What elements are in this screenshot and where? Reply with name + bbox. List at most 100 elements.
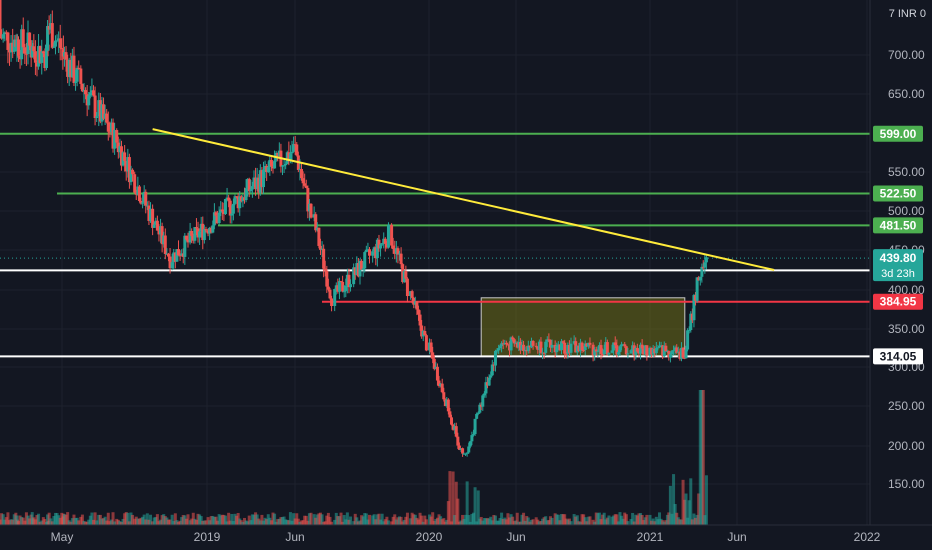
candle-body: [564, 353, 568, 355]
volume-bar: [639, 513, 643, 525]
level-tag-314.05-bg: [873, 348, 923, 365]
volume-bar: [1, 514, 5, 525]
candle-body: [61, 50, 65, 57]
volume-bar: [563, 514, 567, 525]
candle-body: [553, 344, 557, 353]
volume-bar: [88, 515, 92, 525]
volume-bar: [35, 515, 39, 525]
trendline[interactable]: [152, 128, 775, 271]
candle-body: [361, 268, 365, 270]
candle-body: [166, 253, 170, 257]
candle-body: [131, 169, 135, 175]
volume-bar: [173, 513, 177, 525]
candle-body: [100, 104, 104, 122]
candle-body: [339, 281, 343, 283]
candle-body: [188, 230, 192, 243]
candle-body: [451, 424, 455, 430]
candle-body: [610, 350, 614, 353]
volume-bar: [341, 521, 345, 525]
volume-bar: [53, 512, 57, 525]
volume-bar: [575, 515, 579, 525]
volume-bar: [288, 512, 292, 525]
candle-body: [585, 343, 589, 347]
volume-bar: [534, 517, 538, 525]
candle-body: [642, 348, 646, 355]
volume-bar: [626, 521, 630, 525]
volume-bar: [269, 520, 273, 525]
candle-body: [487, 377, 491, 386]
volume-bar: [349, 516, 353, 525]
candle-body: [58, 38, 62, 48]
candle-body: [634, 347, 638, 355]
volume-bar: [670, 513, 674, 525]
volume-bar: [228, 520, 232, 525]
volume-bar: [102, 518, 106, 525]
volume-bar: [391, 516, 395, 525]
volume-bar: [645, 514, 649, 525]
volume-bar: [363, 513, 367, 525]
candle-body: [596, 351, 600, 353]
candle-body: [390, 224, 394, 246]
volume-bar: [144, 519, 148, 525]
volume-bar: [423, 515, 427, 525]
candle-body: [495, 350, 499, 352]
candle-body: [133, 174, 137, 193]
candle-body: [464, 453, 468, 455]
candle-body: [439, 383, 443, 387]
candle-body: [448, 411, 452, 418]
volume-bar: [276, 519, 280, 525]
candle-body: [47, 26, 51, 30]
volume-bar: [301, 520, 305, 525]
volume-bar: [274, 521, 278, 525]
volume-bar: [98, 514, 102, 525]
candle-body: [504, 342, 508, 345]
time-axis[interactable]: May 2019 Jun 2020 Jun 2021 Jun 2022: [51, 530, 881, 544]
volume-bar: [33, 519, 37, 525]
candle-body: [632, 345, 636, 355]
candle-body: [471, 434, 475, 436]
candle-body: [113, 130, 117, 149]
volume-bar: [172, 521, 176, 525]
volume-bar: [180, 517, 184, 525]
volume-bar: [325, 515, 329, 525]
candle-body: [31, 56, 35, 58]
volume-bar: [12, 514, 16, 525]
candle-body: [547, 339, 551, 341]
volume-bar: [613, 514, 617, 525]
volume-bar: [149, 514, 153, 525]
candle-body: [202, 229, 206, 241]
volume-bar: [353, 513, 357, 525]
x-tick-label: 2021: [637, 530, 664, 544]
candle-body: [72, 55, 76, 83]
candle-body: [235, 196, 239, 198]
volume-bar: [333, 519, 337, 525]
candle-body: [233, 196, 237, 204]
volume-bar: [612, 515, 616, 525]
volume-bar: [152, 517, 156, 525]
candle-body: [0, 0, 2, 37]
volume-bar: [560, 514, 564, 525]
candle-body: [503, 342, 507, 345]
volume-bar: [596, 513, 600, 525]
candle-body: [282, 165, 286, 167]
candle-body: [624, 346, 628, 355]
volume-bar: [328, 516, 332, 525]
candle-body: [518, 341, 522, 351]
volume-bar: [252, 514, 256, 525]
candle-body: [656, 347, 660, 349]
volume-bar: [9, 519, 13, 525]
candle-body: [292, 144, 296, 152]
candle-body: [227, 197, 231, 201]
candle-body: [33, 51, 37, 63]
volume-bar: [374, 519, 378, 525]
volume-bar: [254, 512, 258, 525]
candle-body: [695, 277, 699, 301]
candle-body: [315, 227, 319, 231]
volume-bar: [336, 516, 340, 525]
candle-body: [413, 301, 417, 305]
candle-body: [689, 313, 693, 331]
volume-bar: [675, 512, 679, 525]
candle-body: [575, 345, 579, 353]
volume-bar: [84, 521, 88, 525]
